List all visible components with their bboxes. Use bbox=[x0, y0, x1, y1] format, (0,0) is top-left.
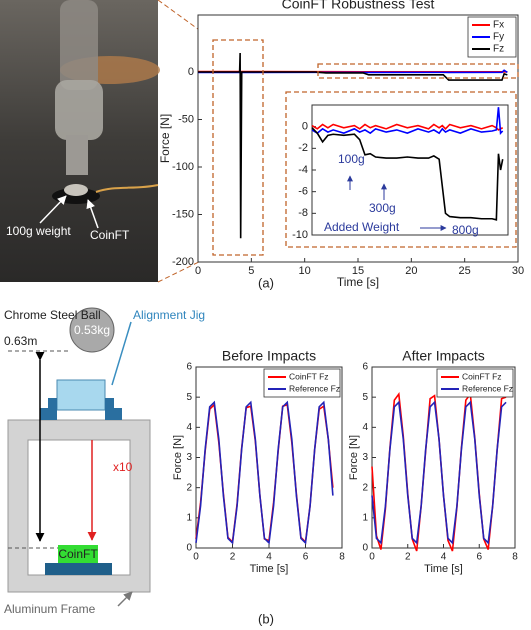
series-line bbox=[311, 127, 504, 221]
y-tick-label: 4 bbox=[362, 422, 368, 433]
diagram-label: 0.53kg bbox=[74, 323, 110, 337]
chart-title: After Impacts bbox=[402, 348, 484, 364]
x-tick-label: 0 bbox=[195, 265, 201, 277]
y-tick-label: -100 bbox=[172, 161, 194, 173]
x-axis-label: Time [s] bbox=[250, 563, 289, 575]
inset-notes: 100g 300g Added Weight 800g bbox=[324, 152, 479, 237]
y-tick-label: 1 bbox=[362, 512, 368, 523]
after-chart: After Impacts 0 2 4 6 8 0 1 2 3 4 5 6 Time [s] Force [… bbox=[348, 348, 518, 575]
diagram-label: 0.63m bbox=[4, 334, 37, 348]
x-tick-label: 8 bbox=[512, 552, 518, 563]
x-tick-label: 2 bbox=[405, 552, 411, 563]
x-tick-label: 0 bbox=[369, 552, 375, 563]
x-tick-label: 10 bbox=[299, 265, 311, 277]
annotation: 300g bbox=[369, 201, 396, 215]
legend-label: Fz bbox=[493, 44, 504, 55]
legend-label: Fy bbox=[493, 32, 504, 43]
y-tick-label: -2 bbox=[298, 142, 308, 154]
legend-label: Reference Fz bbox=[462, 383, 513, 393]
annotation: Added Weight bbox=[324, 220, 400, 234]
y-axis-label: Force [N] bbox=[158, 114, 172, 163]
diagram: Chrome Steel Ball 0.53kg Alignment Jig 0… bbox=[4, 307, 205, 616]
series-line bbox=[198, 52, 508, 239]
x-tick-label: 25 bbox=[459, 265, 471, 277]
y-tick-label: 1 bbox=[186, 512, 192, 523]
y-tick-label: 2 bbox=[362, 482, 368, 493]
plot-area bbox=[311, 104, 509, 236]
x-tick-label: 0 bbox=[193, 552, 199, 563]
annotation: 800g bbox=[452, 223, 479, 237]
x-tick-label: 15 bbox=[352, 265, 364, 277]
y-tick-label: 6 bbox=[186, 362, 192, 373]
x-tick-label: 4 bbox=[441, 552, 447, 563]
photo: 100g weight CoinFT bbox=[0, 0, 160, 282]
y-tick-label: -8 bbox=[298, 207, 308, 219]
y-axis-label: Force [N] bbox=[172, 435, 184, 480]
y-tick-label: 6 bbox=[362, 362, 368, 373]
y-tick-label: -50 bbox=[178, 113, 194, 125]
x-axis-label: Time [s] bbox=[337, 275, 379, 289]
y-tick-label: -4 bbox=[298, 164, 308, 176]
legend-box bbox=[263, 368, 341, 398]
chart-title: CoinFT Robustness Test bbox=[282, 0, 435, 12]
legend-label: Fx bbox=[493, 20, 504, 31]
photo-label: 100g weight bbox=[6, 224, 71, 238]
y-tick-label: 2 bbox=[186, 482, 192, 493]
y-tick-label: 0 bbox=[302, 121, 308, 133]
diagram-label: Chrome Steel Ball bbox=[4, 308, 101, 322]
inset-chart: -10 -8 -6 -4 -2 0 bbox=[292, 104, 509, 241]
y-axis-label: Force [N] bbox=[348, 435, 360, 480]
x-tick-label: 20 bbox=[405, 265, 417, 277]
series-line bbox=[371, 400, 507, 545]
legend-box bbox=[436, 368, 514, 398]
y-tick-label: 4 bbox=[186, 422, 192, 433]
panel-label: (a) bbox=[258, 275, 274, 290]
y-tick-label: 0 bbox=[188, 66, 194, 78]
x-tick-label: 30 bbox=[512, 265, 524, 277]
x-tick-label: 5 bbox=[248, 265, 254, 277]
y-tick-label: -6 bbox=[298, 186, 308, 198]
diagram-label: x10 bbox=[113, 460, 133, 474]
y-tick-label: -150 bbox=[172, 208, 194, 220]
x-tick-label: 2 bbox=[230, 552, 236, 563]
y-tick-label: 3 bbox=[362, 452, 368, 463]
diagram-label: Aluminum Frame bbox=[4, 602, 96, 616]
x-tick-label: 6 bbox=[476, 552, 482, 563]
x-tick-label: 6 bbox=[303, 552, 309, 563]
y-tick-label: -200 bbox=[172, 256, 194, 268]
y-tick-label: 3 bbox=[186, 452, 192, 463]
series-line bbox=[195, 400, 334, 545]
annotation: 100g bbox=[338, 152, 365, 166]
x-axis-label: Time [s] bbox=[424, 563, 463, 575]
series-line bbox=[311, 123, 504, 131]
legend-label: CoinFT Fz bbox=[462, 371, 502, 381]
legend-label: CoinFT Fz bbox=[289, 371, 329, 381]
y-tick-label: 0 bbox=[362, 543, 368, 554]
chart-title: Before Impacts bbox=[222, 348, 316, 364]
y-tick-label: 5 bbox=[362, 392, 368, 403]
photo-label: CoinFT bbox=[90, 228, 130, 242]
x-tick-label: 4 bbox=[266, 552, 272, 563]
y-tick-label: 5 bbox=[186, 392, 192, 403]
panel-label: (b) bbox=[258, 611, 274, 626]
before-chart: Before Impacts 0 2 4 6 8 0 1 2 3 4 5 6 Time [s] Force … bbox=[172, 348, 345, 575]
series-line bbox=[311, 107, 504, 135]
y-tick-label: 0 bbox=[186, 543, 192, 554]
legend-label: Reference Fz bbox=[289, 383, 340, 393]
diagram-label: CoinFT bbox=[58, 547, 98, 561]
y-tick-label: -10 bbox=[292, 229, 308, 241]
x-tick-label: 8 bbox=[339, 552, 345, 563]
diagram-label: Alignment Jig bbox=[133, 308, 205, 322]
